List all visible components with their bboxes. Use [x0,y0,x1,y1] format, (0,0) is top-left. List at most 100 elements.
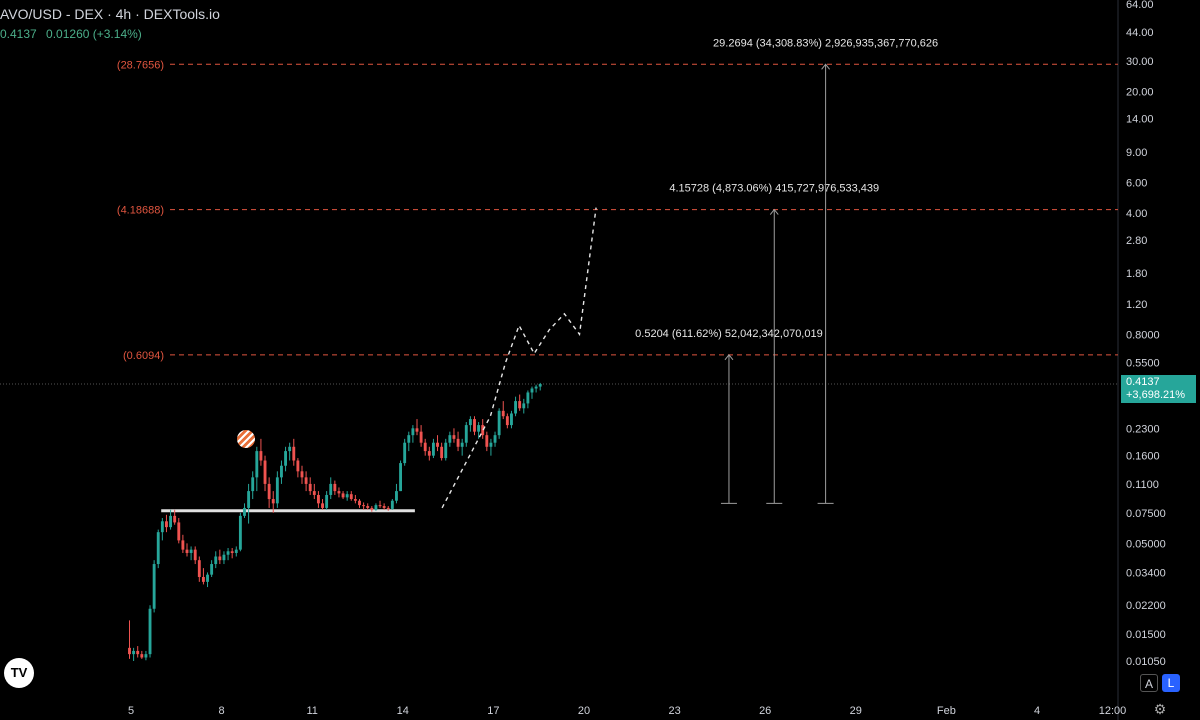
candle-body [271,499,275,504]
candle-body [189,549,193,553]
log-scale-button[interactable]: L [1162,674,1180,692]
target-measurements: 0.5204 (611.62%) 52,042,342,070,019 4.157… [635,37,938,504]
candle-body [165,521,168,528]
y-tick-label: 0.03400 [1126,567,1166,579]
x-tick-label: 8 [219,705,225,717]
symbol-title[interactable]: AVO/USD - DEX · 4h · DEXTools.io [0,6,220,22]
y-tick-label: 20.00 [1126,87,1154,99]
candle-body [374,505,378,510]
x-tick-label: 17 [487,705,499,717]
candle-body [468,419,472,426]
candle-body [493,435,497,443]
candle-body [440,446,444,459]
candle-body [407,435,411,443]
level-label: (28.7656) [117,59,164,71]
candle-body [308,483,312,492]
candle-body [312,491,316,495]
candle-body [325,494,329,508]
candle-body [353,499,357,501]
candle-body [255,451,259,478]
y-tick-label: 0.07500 [1126,508,1166,520]
candle-body [530,388,534,393]
candle-body [345,494,349,498]
event-marker-icon[interactable] [237,430,255,448]
candle-body [427,451,431,456]
y-tick-label: 0.01500 [1126,629,1166,641]
candle-body [206,574,209,582]
tradingview-logo-icon[interactable]: TV [4,658,34,688]
candle-body [222,554,226,561]
candle-body [452,435,456,439]
y-tick-label: 0.01050 [1126,656,1166,668]
x-tick-label: 26 [759,705,771,717]
candle-body [267,483,271,500]
candle-body [522,403,526,409]
x-tick-label: 5 [128,705,134,717]
candle-body [230,551,234,553]
y-tick-label: 1.80 [1126,268,1147,280]
candle-body [275,477,279,504]
candle-body [538,384,542,387]
candle-body [505,416,509,426]
candle-body [181,540,185,550]
y-tick-label: 1.20 [1126,299,1147,311]
candle-body [201,576,205,582]
candle-body [160,521,164,533]
candle-body [456,438,460,447]
auto-scale-button[interactable]: A [1140,674,1158,692]
candle-body [362,505,366,507]
candle-body [177,522,181,541]
y-tick-label: 4.00 [1126,208,1147,220]
y-tick-label: 6.00 [1126,177,1147,189]
candle-body [423,442,427,452]
target-label: 0.5204 (611.62%) 52,042,342,070,019 [635,328,823,340]
y-tick-label: 44.00 [1126,27,1154,39]
candle-body [518,401,522,409]
header-price: 0.4137 [0,27,37,41]
candle-body [132,650,136,655]
candle-body [156,532,160,565]
candle-body [477,425,481,432]
price-levels: (28.7656) (4.18688) (0.6094) [0,59,1118,385]
candle-body [485,435,489,447]
candle-body [358,500,361,506]
candle-body [370,507,374,510]
x-tick-label: 23 [668,705,680,717]
candle-body [386,507,390,509]
candles [128,382,542,661]
candle-body [263,460,267,484]
candle-body [526,392,530,404]
candle-body [399,463,403,492]
y-tick-label: 0.2300 [1126,423,1160,435]
y-tick-label: 30.00 [1126,56,1154,68]
projection-dashed-path [441,207,597,509]
candle-body [501,410,505,417]
target-arrow-head [769,208,779,215]
header-quote: 0.4137 0.01260 (+3.14%) [0,27,148,41]
y-tick-label: 14.00 [1126,114,1154,126]
y-tick-label: 9.00 [1126,147,1147,159]
candle-body [304,477,308,484]
target-arrow-head [724,354,734,361]
x-tick-label: 14 [397,705,409,717]
settings-gear-icon[interactable]: ⚙ [1153,701,1167,717]
last-price-value: 0.4137 [1126,376,1160,388]
candle-body [403,442,407,464]
candle-body [152,564,156,609]
candle-body [382,506,386,508]
candle-body [300,471,304,478]
candle-body [349,494,353,500]
y-tick-label: 0.1100 [1126,479,1159,491]
target-label: 4.15728 (4,873.06%) 415,727,976,533,439 [669,183,879,195]
candle-body [136,650,140,655]
candle-body [510,413,513,426]
x-tick-label: 29 [850,705,862,717]
candle-body [243,507,246,516]
candle-body [148,608,152,655]
candle-body [292,446,296,461]
y-tick-label: 0.1600 [1126,451,1160,463]
candle-body [378,505,382,507]
y-tick-label: 64.00 [1126,0,1154,11]
candle-body [333,483,337,492]
